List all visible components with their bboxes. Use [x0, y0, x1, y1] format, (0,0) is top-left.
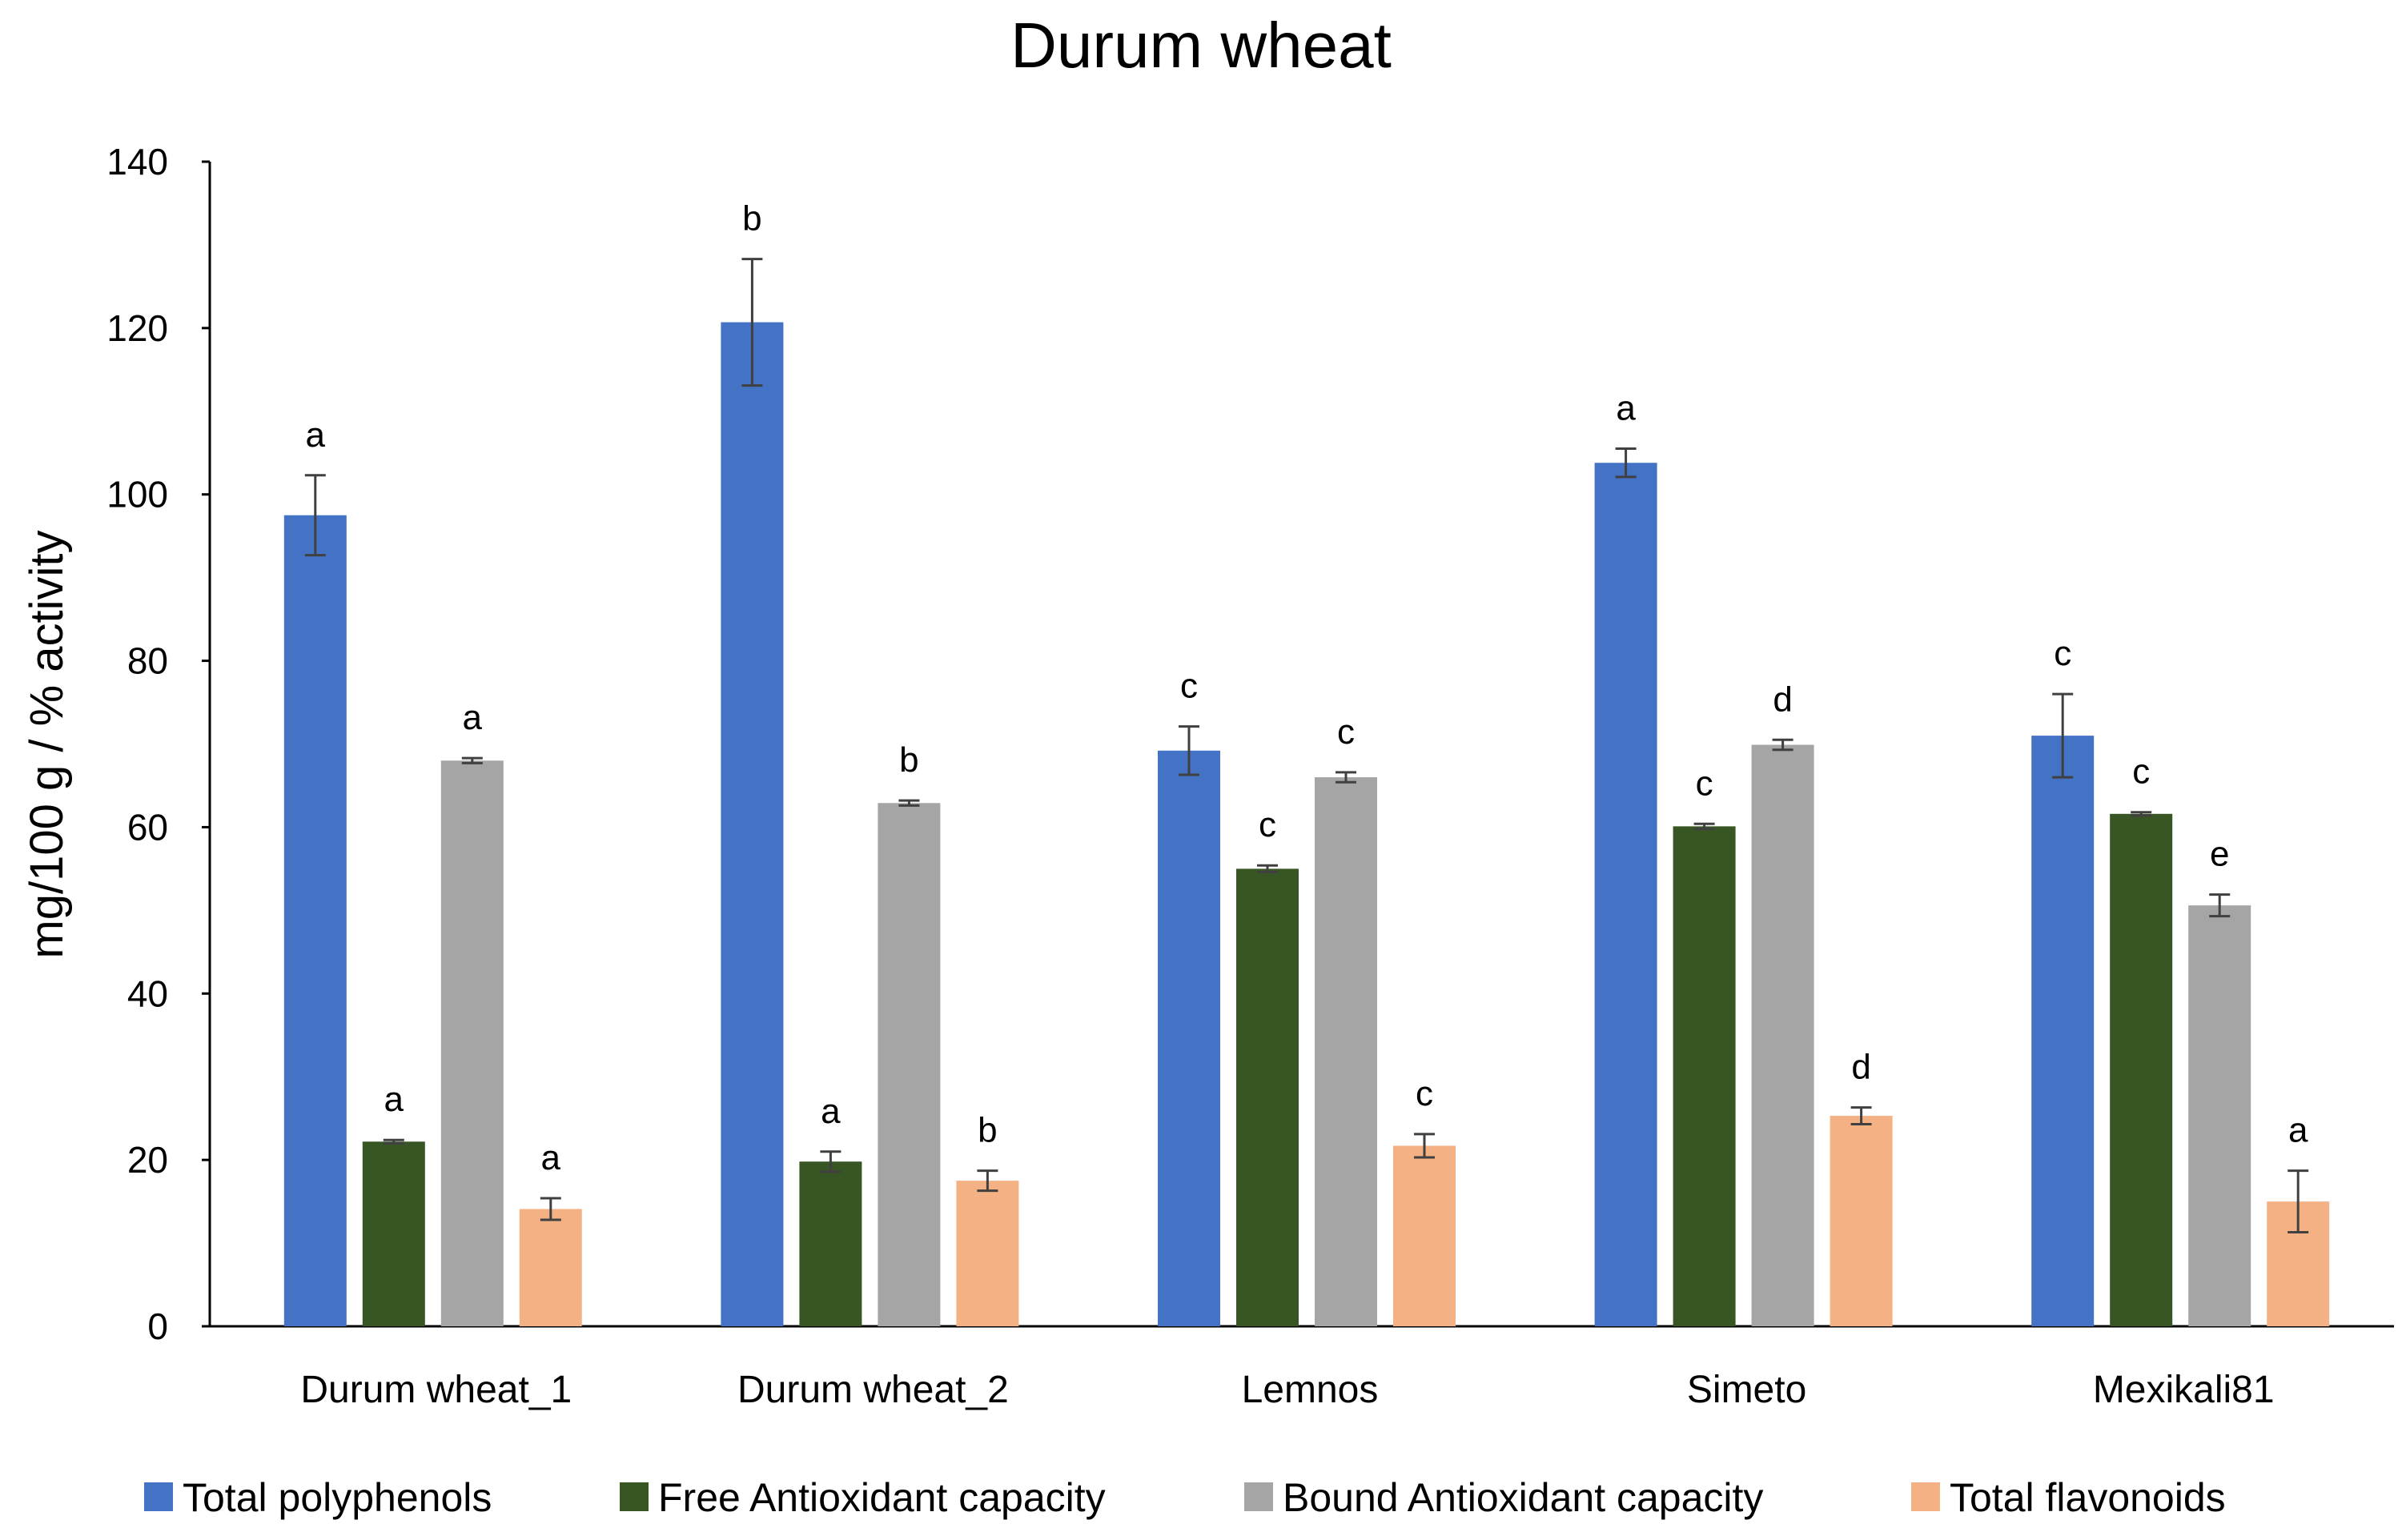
bar	[1236, 868, 1299, 1326]
y-tick-label: 60	[127, 806, 168, 848]
y-axis-label: mg/100 g / % activity	[21, 530, 73, 958]
significance-letter: a	[2288, 1111, 2308, 1150]
significance-letter: d	[1851, 1048, 1870, 1087]
y-tick-label: 0	[147, 1305, 168, 1347]
legend-swatch	[144, 1482, 173, 1511]
x-tick-label: Simeto	[1687, 1369, 1806, 1411]
significance-letter: a	[541, 1138, 561, 1177]
y-tick-label: 100	[106, 474, 168, 515]
bar	[1751, 744, 1814, 1326]
bar	[1315, 777, 1377, 1326]
x-tick-label: Mexikali81	[2093, 1369, 2275, 1411]
legend-label: Free Antioxidant capacity	[658, 1475, 1106, 1520]
bar	[878, 803, 941, 1326]
bar	[1830, 1116, 1893, 1326]
significance-letter: e	[2210, 835, 2229, 874]
significance-letter: d	[1773, 680, 1792, 719]
x-tick-label: Lemnos	[1242, 1369, 1379, 1411]
bar	[1158, 750, 1220, 1326]
y-tick-label: 40	[127, 973, 168, 1014]
legend: Total polyphenols Free Antioxidant capaci…	[144, 1475, 2226, 1520]
significance-letter: c	[2054, 634, 2071, 673]
bar	[2031, 736, 2095, 1326]
significance-letter: a	[1616, 389, 1636, 428]
y-tick-label: 80	[127, 640, 168, 682]
significance-letter: a	[821, 1092, 841, 1131]
legend-label: Bound Antioxidant capacity	[1283, 1475, 1763, 1520]
significance-letter: b	[978, 1111, 997, 1150]
significance-letter: c	[1416, 1074, 1433, 1113]
bar	[2188, 905, 2251, 1326]
bar	[283, 515, 347, 1326]
x-tick-label: Durum wheat_2	[737, 1369, 1009, 1411]
significance-letter: c	[1180, 667, 1198, 706]
legend-swatch	[620, 1482, 649, 1511]
significance-letter: b	[899, 740, 918, 780]
significance-letter: b	[742, 199, 761, 239]
bar	[440, 760, 504, 1326]
x-tick-label: Durum wheat_1	[300, 1369, 572, 1411]
significance-letter: c	[1696, 764, 1713, 803]
bar	[362, 1141, 425, 1326]
legend-swatch	[1244, 1482, 1273, 1511]
significance-letter: c	[1337, 712, 1355, 752]
bar	[1673, 826, 1736, 1326]
plot-area: 0 20 40 60 80 100 120 140 a a a a Durum wheat_1 b a b b D…	[106, 141, 2394, 1411]
y-tick-label: 20	[127, 1139, 168, 1181]
significance-letter: c	[2132, 752, 2150, 792]
bar	[956, 1181, 1019, 1326]
legend-label: Total flavonoids	[1950, 1475, 2226, 1520]
significance-letter: a	[463, 698, 483, 737]
bar	[2110, 813, 2173, 1326]
significance-letter: c	[1259, 805, 1276, 844]
bar	[799, 1161, 862, 1326]
bar	[1594, 463, 1657, 1326]
bar	[1393, 1145, 1456, 1326]
y-tick-label: 120	[106, 307, 168, 349]
bar	[721, 322, 784, 1326]
legend-label: Total polyphenols	[183, 1475, 492, 1520]
y-tick-label: 140	[106, 141, 168, 182]
chart-title: Durum wheat	[1010, 10, 1392, 81]
significance-letter: a	[306, 415, 326, 455]
legend-swatch	[1911, 1482, 1940, 1511]
significance-letter: a	[384, 1080, 404, 1119]
bar	[519, 1209, 582, 1326]
